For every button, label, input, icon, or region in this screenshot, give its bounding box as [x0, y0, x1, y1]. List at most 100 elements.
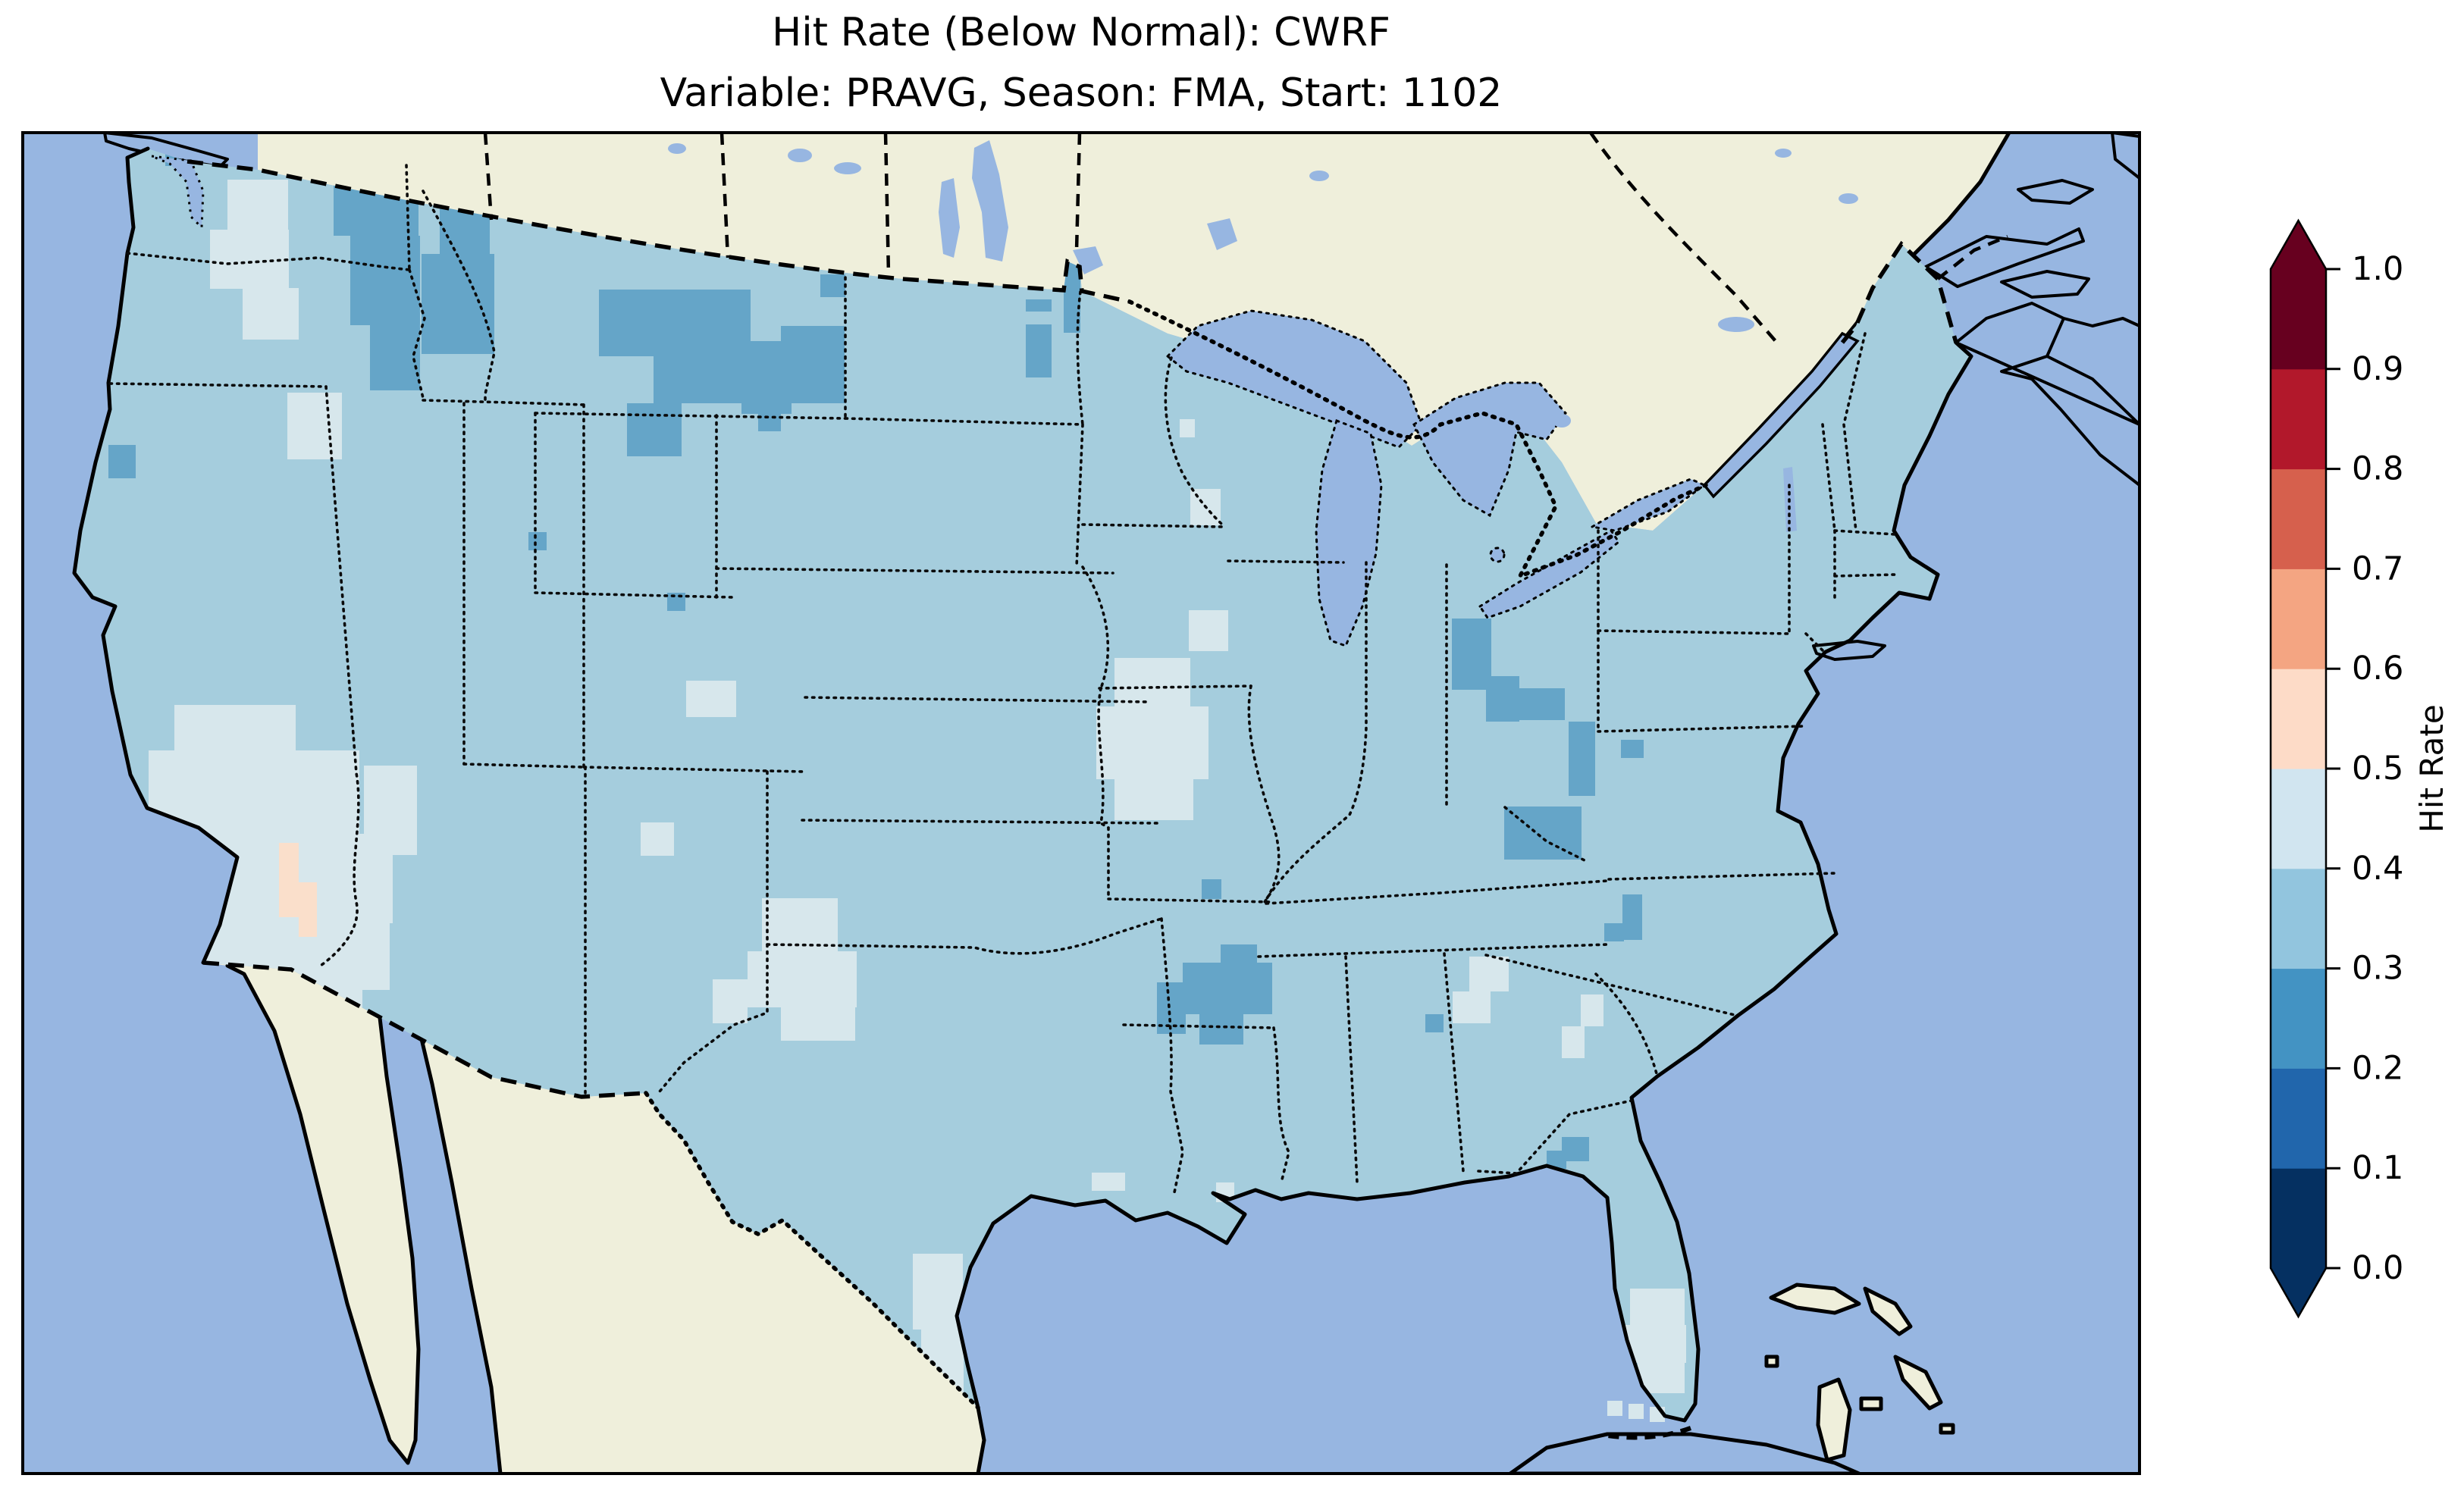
- grid-cell--0.2-0.3: [1621, 740, 1644, 758]
- grid-cell--0.4-0.5: [1189, 610, 1228, 651]
- colorbar-bin-0.5-0.6: [2271, 668, 2326, 769]
- mexico-gulf-coastline: [976, 1405, 986, 1474]
- colorbar: 0.0 0.1 0.2 0.3 0.4 0.5 0.6 0.7 0.8 0.9 1.0: [2269, 218, 2403, 1319]
- grid-cell--0.2-0.3: [1622, 894, 1642, 940]
- grid-cell--0.2-0.3: [370, 325, 420, 390]
- puget-sound: [151, 155, 205, 230]
- grid-cell--0.4-0.5: [762, 898, 838, 951]
- grid-cell--0.4-0.5-: [1629, 1404, 1644, 1419]
- florida-keys: [1607, 1426, 1692, 1440]
- cuba: [1508, 1432, 1861, 1474]
- us-canada-border-great-lakes: [1127, 299, 1708, 581]
- colorbar-tick-label: 0.5: [2352, 750, 2403, 788]
- grid-cell--0.4-0.5: [1180, 419, 1195, 437]
- grid-cell--0.4-0.5: [1096, 706, 1208, 779]
- colorbar-tick-label: 0.6: [2352, 650, 2403, 687]
- colorbar-bin-0.2-0.3: [2271, 968, 2326, 1069]
- grid-cell--0.2-0.3: [1026, 299, 1052, 312]
- grid-cell--0.2-0.3: [1518, 688, 1565, 720]
- grid-cell--0.2-0.3: [1202, 879, 1221, 899]
- grid-cell--0.4-0.5: [913, 1254, 963, 1330]
- lake-huron: [1412, 381, 1567, 518]
- grid-cell--0.2-0.3: [350, 236, 420, 325]
- grid-cell--0.2-0.3: [1504, 807, 1582, 860]
- figure-title: Hit Rate (Below Normal): CWRF: [772, 10, 1390, 55]
- colorbar-tick-label: 0.2: [2352, 1049, 2403, 1087]
- grid-cell--0.4-0.5: [1469, 957, 1509, 991]
- colorbar-tick-label: 0.9: [2352, 350, 2403, 388]
- us-gulf-atlantic-coastline: [955, 340, 1973, 1423]
- grid-cell--0.4-0.5: [210, 230, 289, 289]
- grid-cell--0.2-0.3: [1486, 676, 1519, 722]
- grid-cell--0.4-0.5: [1453, 991, 1491, 1023]
- colorbar-extend-min-arrow: [2271, 1268, 2326, 1317]
- grid-cell--0.5-0.6: [299, 917, 317, 937]
- grid-cell--0.2-0.3: [667, 593, 685, 611]
- lake-st-clair: [1489, 547, 1506, 563]
- us-mexico-border-rio-grande: [644, 1091, 980, 1410]
- grid-cell--0.4-0.5: [781, 1007, 855, 1041]
- grid-cell--0.2-0.3: [1452, 619, 1491, 690]
- colorbar-bin-0-0.1: [2271, 1167, 2326, 1269]
- colorbar-bin-0.3-0.4: [2271, 868, 2326, 969]
- grid-cell--0.2-0.3: [528, 532, 547, 550]
- us-canada-border: [187, 159, 1130, 304]
- prince-edward-island: [2000, 270, 2090, 299]
- colorbar-bin-0.7-0.8: [2271, 468, 2326, 569]
- grid-cell--0.4-0.5: [1092, 1173, 1125, 1191]
- grid-cell--0.2-0.3: [422, 254, 494, 354]
- colorbar-tick-label: 0.1: [2352, 1149, 2403, 1187]
- colorbar-tick-label: 0.3: [2352, 950, 2403, 988]
- grid-cell--0.4-0.5: [1581, 994, 1603, 1026]
- colorbar-extend-max-arrow: [2271, 221, 2326, 269]
- colorbar-axis-label: Hit Rate: [2413, 704, 2450, 832]
- figure-subtitle: Variable: PRAVG, Season: FMA, Start: 110…: [660, 70, 1503, 116]
- grid-cell--0.2-0.3: [1199, 1014, 1243, 1045]
- grid-cell--0.2-0.3: [781, 326, 845, 403]
- colorbar-tick-label: 0.0: [2352, 1249, 2403, 1287]
- mexico-land: [203, 934, 984, 1474]
- grid-cell--0.2-0.3: [654, 356, 755, 403]
- grid-cell--0.2-0.3: [820, 274, 845, 297]
- grid-cell--0.2-0.3: [758, 404, 781, 431]
- grid-cell--0.4-0.5: [364, 766, 417, 855]
- grid-cell--0.2-0.3: [108, 445, 136, 478]
- mexico-coastline: [225, 932, 503, 1474]
- st-lawrence-river: [1702, 331, 1860, 499]
- colorbar-tick-label: 1.0: [2352, 250, 2403, 288]
- grid-cell--0.4-0.5: [686, 681, 736, 717]
- canada-land: [258, 133, 2009, 531]
- nova-scotia-new-brunswick: [1955, 302, 2140, 487]
- colorbar-bin-0.8-0.9: [2271, 368, 2326, 470]
- canadian-lakes: [668, 140, 1858, 428]
- newfoundland-corner: [2111, 133, 2140, 180]
- international-borders: [187, 133, 2008, 1410]
- us-pacific-coastline: [72, 146, 240, 965]
- canada-province-borders: [483, 133, 2008, 343]
- anticosti-island: [2017, 179, 2094, 205]
- map-frame: [21, 131, 2141, 1475]
- hit-rate-grid-cells: [108, 149, 1820, 1393]
- grid-cell--0.4-0.5: [227, 180, 288, 231]
- grid-cell--0.4-0.5: [1562, 1026, 1585, 1058]
- grid-cell--0.2-0.3: [1425, 1014, 1444, 1032]
- colorbar-bin-0.9-1: [2271, 268, 2326, 370]
- grid-cell--0.4-0.5: [174, 705, 296, 752]
- us-mexico-border-west: [202, 960, 647, 1099]
- grid-cell--0.2-0.3: [599, 290, 751, 356]
- grid-cell--0.2-0.3: [1026, 324, 1052, 377]
- gaspe-peninsula: [1924, 227, 2085, 288]
- lake-ontario: [1588, 478, 1707, 532]
- grid-cell--0.4-0.5: [713, 979, 748, 1023]
- grid-cell--0.4-0.5: [149, 750, 359, 834]
- grid-cell--0.5-0.6: [279, 882, 317, 917]
- grid-cell--0.2-0.3: [1604, 923, 1624, 941]
- colorbar-tick-label: 0.4: [2352, 850, 2403, 888]
- grid-cell--0.2-0.3: [1569, 722, 1595, 796]
- colorbar-tick-label: 0.8: [2352, 450, 2403, 488]
- colorbar-bin-0.6-0.7: [2271, 568, 2326, 669]
- grid-cell--0.2-0.3: [1221, 944, 1257, 964]
- grid-cell--0.4-0.5: [287, 393, 342, 459]
- grid-cell--0.2-0.3: [627, 403, 682, 456]
